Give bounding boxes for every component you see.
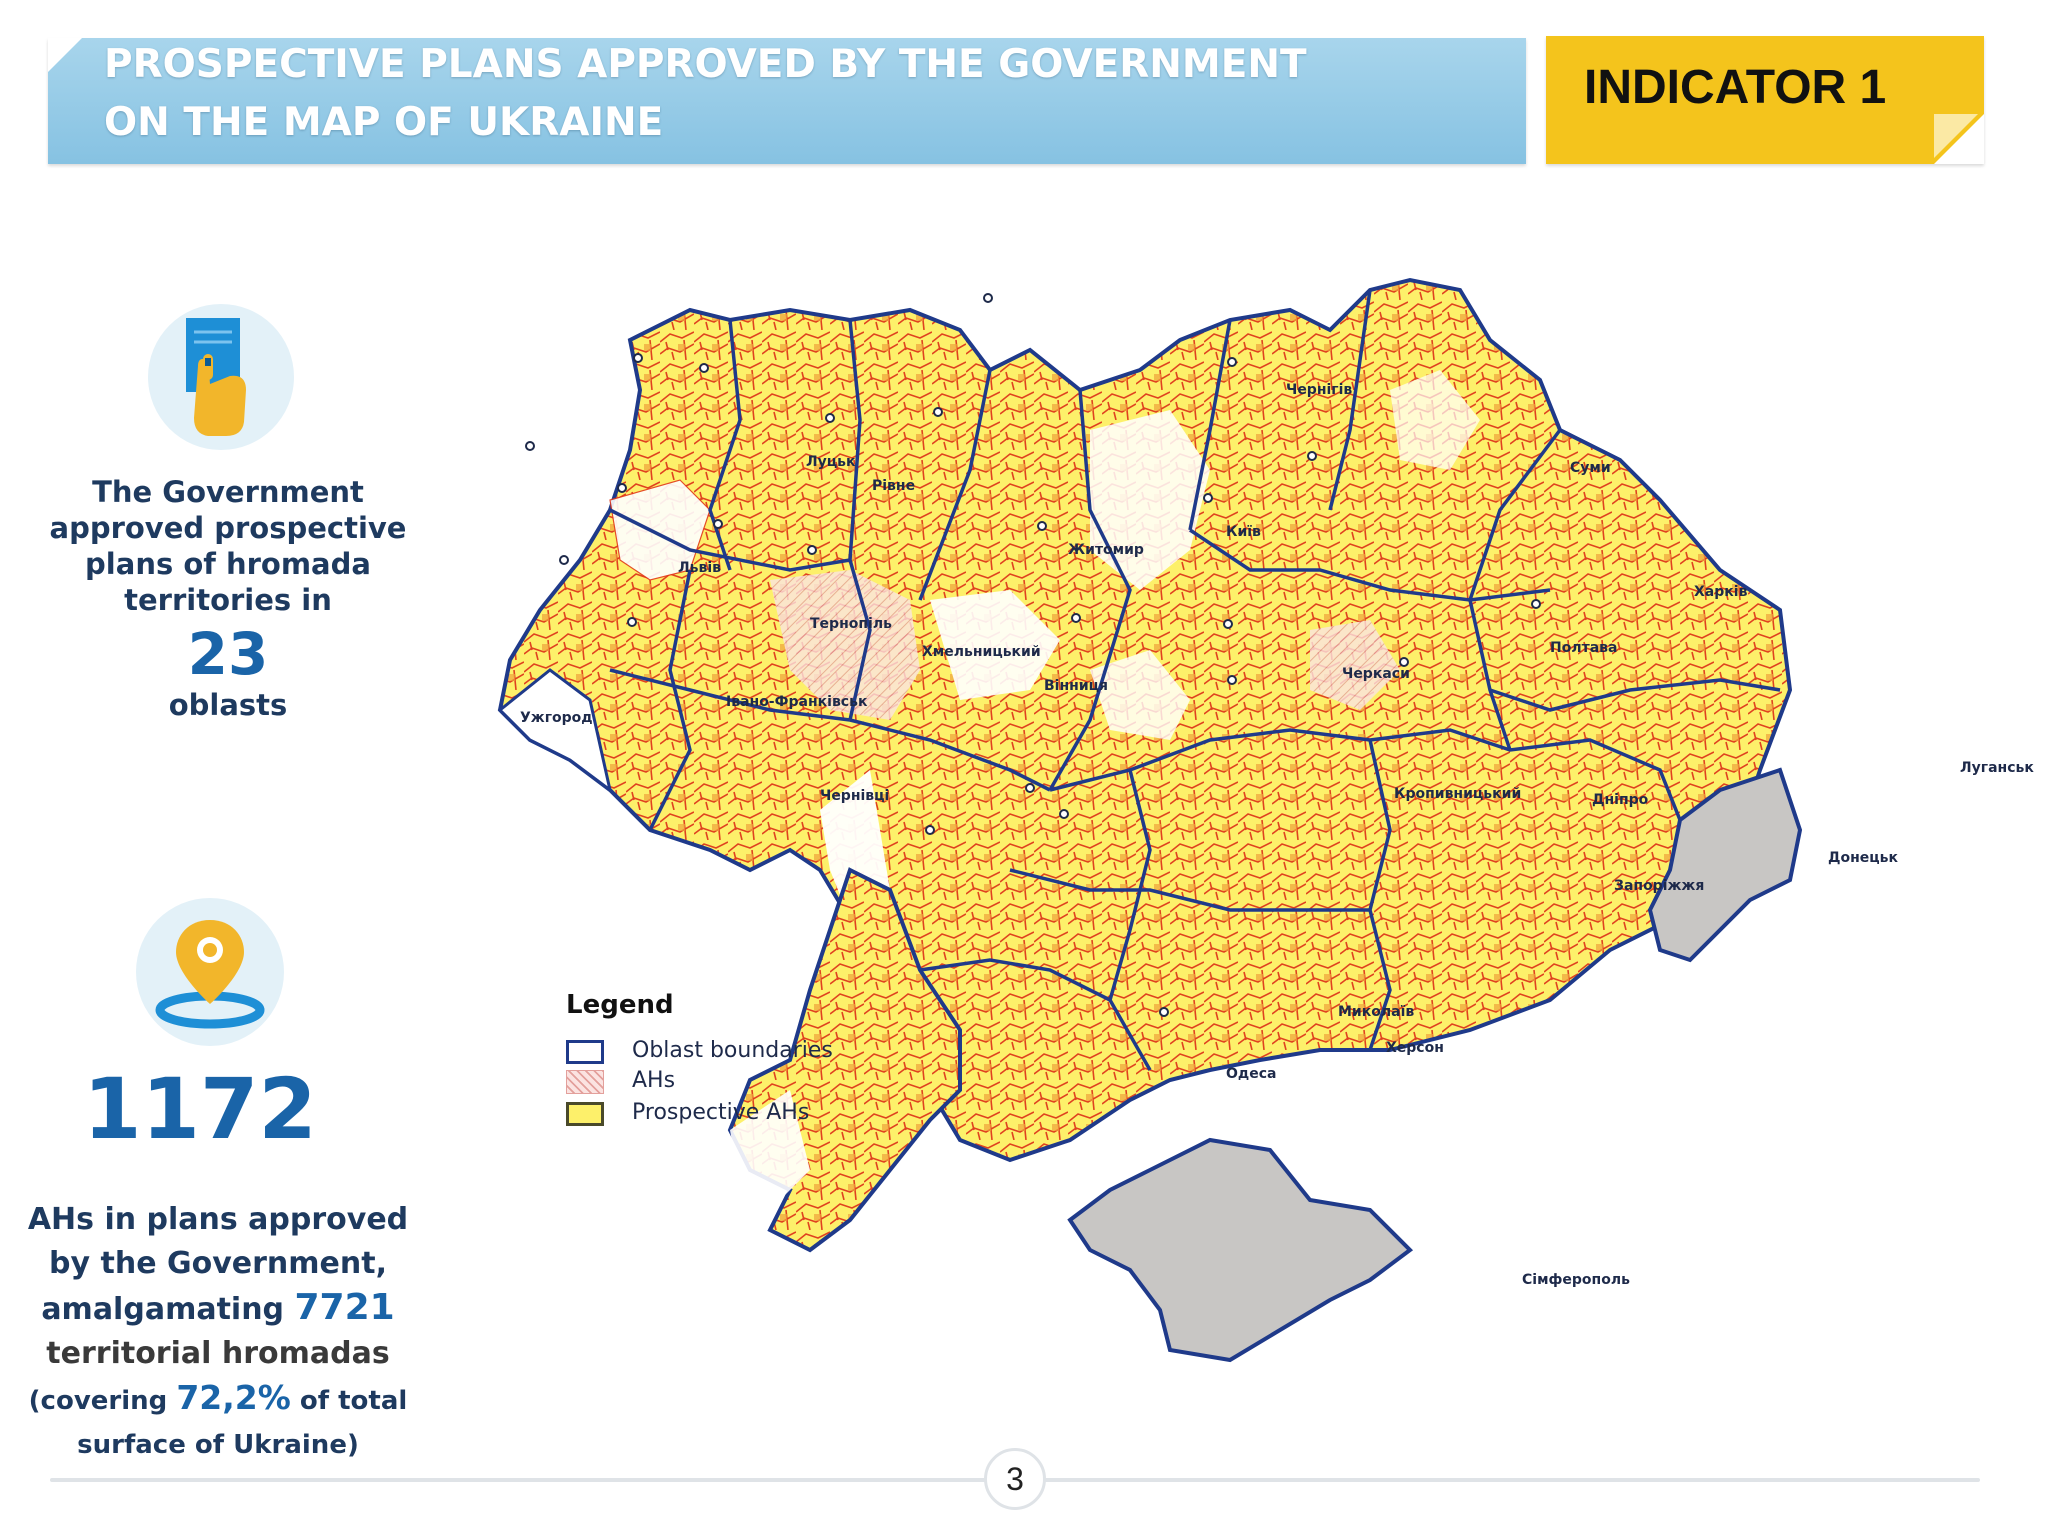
city-label-mykolaiv: Миколаїв — [1338, 1004, 1415, 1020]
city-label-cherkasy: Черкаси — [1342, 666, 1410, 682]
city-label-ternopil: Тернопіль — [810, 616, 892, 632]
gov-text-line: The Government — [92, 475, 364, 509]
hand-holding-document-icon — [186, 318, 246, 436]
legend-swatch-boundary — [566, 1040, 604, 1064]
indicator-label: INDICATOR 1 — [1584, 61, 1887, 114]
non-prospective-area — [1090, 650, 1190, 740]
location-pin-icon — [155, 920, 265, 1029]
city-label-chernihiv: Чернігів — [1286, 382, 1353, 398]
city-label-odesa: Одеса — [1226, 1066, 1277, 1082]
header-corner-decoration — [48, 38, 82, 72]
oblast-count: 23 — [187, 620, 269, 688]
document-icon-circle — [148, 304, 294, 450]
header-banner — [48, 38, 1526, 164]
coverage-suffix: of total — [299, 1386, 408, 1416]
city-label-kherson: Херсон — [1386, 1040, 1444, 1056]
city-label-lviv: Львів — [678, 560, 721, 576]
non-prospective-area — [497, 668, 613, 794]
legend-swatch-prospective — [566, 1102, 604, 1126]
city-label-sumy: Суми — [1570, 460, 1611, 476]
city-label-lutsk: Луцьк — [806, 454, 856, 470]
ah-line-amalgamating: amalgamating 7721 — [20, 1286, 416, 1332]
ah-line-prefix: amalgamating — [41, 1292, 285, 1327]
non-prospective-area — [930, 590, 1060, 700]
ah-line-coverage: (covering 72,2% of total — [20, 1376, 416, 1423]
city-label-simferopol: Сімферополь — [1522, 1272, 1630, 1288]
non-prospective-area — [1390, 370, 1480, 470]
gov-text-line: plans of hromada — [85, 547, 371, 581]
ah-line: surface of Ukraine) — [77, 1430, 359, 1460]
legend-label: Oblast boundaries — [632, 1038, 833, 1063]
hromada-count: 7721 — [294, 1287, 395, 1328]
city-label-chernivtsi: Чернівці — [820, 788, 890, 804]
city-label-rivne: Рівне — [872, 478, 916, 494]
gov-text-line: approved prospective — [49, 511, 407, 545]
city-label-kharkiv: Харків — [1694, 584, 1748, 600]
city-label-donetsk: Донецьк — [1828, 850, 1898, 866]
city-label-kyiv: Київ — [1226, 524, 1261, 540]
gov-text-line: territories in — [124, 583, 332, 617]
coverage-percent: 72,2% — [176, 1378, 291, 1417]
legend-title: Legend — [566, 990, 674, 1020]
page-number: 3 — [984, 1448, 1046, 1510]
oblast-label: oblasts — [168, 688, 288, 722]
city-label-poltava: Полтава — [1550, 640, 1618, 656]
city-label-khmelnytskyi: Хмельницький — [922, 644, 1041, 660]
legend-swatch-ah — [566, 1070, 604, 1094]
ukraine-map: Луцьк Рівне Житомир Київ Чернігів Суми Х… — [405, 270, 2048, 1390]
ah-line: by the Government, — [49, 1246, 387, 1281]
page-title-line2: ON THE MAP OF UKRAINE — [104, 100, 664, 145]
page-title-line1: PROSPECTIVE PLANS APPROVED BY THE GOVERN… — [104, 42, 1307, 87]
city-label-kropyvnytskyi: Кропивницький — [1394, 786, 1522, 802]
city-label-zhytomyr: Житомир — [1068, 542, 1144, 558]
ah-description: AHs in plans approved by the Government,… — [20, 1198, 416, 1467]
legend-label: Prospective AHs — [632, 1100, 810, 1125]
city-label-dnipro: Дніпро — [1592, 792, 1649, 808]
ah-line: AHs in plans approved — [27, 1202, 409, 1237]
coverage-prefix: (covering — [28, 1386, 168, 1416]
indicator-badge — [1546, 36, 1984, 164]
ah-area — [1310, 620, 1400, 710]
non-prospective-area — [1090, 410, 1210, 590]
city-label-luhansk: Луганськ — [1960, 760, 2034, 776]
ah-count: 1172 — [83, 1060, 317, 1158]
crimea-occupied — [1067, 1137, 1414, 1363]
oblast-boundaries — [609, 289, 1781, 1071]
city-label-uzhhorod: Ужгород — [520, 710, 593, 726]
city-label-zaporizhzhia: Запоріжжя — [1614, 878, 1705, 894]
indicator-fold-flap — [1934, 114, 1978, 158]
ah-line: territorial hromadas — [46, 1336, 390, 1371]
donbas-occupied — [1647, 767, 1803, 963]
ah-area — [770, 570, 920, 720]
ukraine-map-svg — [405, 277, 1803, 1363]
city-label-vinnytsia: Вінниця — [1044, 678, 1108, 694]
non-prospective-area — [730, 1090, 810, 1210]
legend-label: AHs — [632, 1068, 676, 1093]
pin-icon-circle — [136, 898, 284, 1046]
government-approval-text: The Government approved prospective plan… — [40, 474, 416, 618]
city-label-ivano-frankivsk: Івано-Франківськ — [726, 694, 868, 710]
